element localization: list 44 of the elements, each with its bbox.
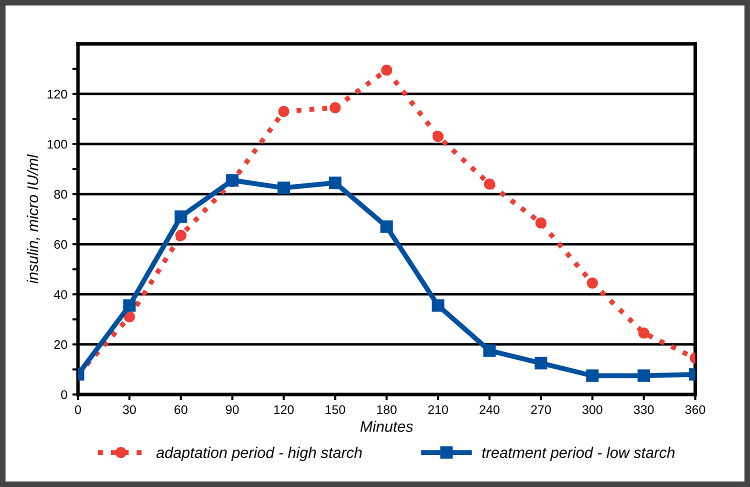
point (432, 130, 444, 142)
y-tick-label: 40 (54, 290, 68, 299)
point (586, 277, 598, 289)
x-tick-label: 180 (377, 405, 397, 414)
point (124, 311, 135, 322)
legend-label: treatment period - low starch (482, 446, 675, 462)
x-tick-label: 120 (274, 405, 294, 414)
y-tick-label: 60 (54, 240, 68, 249)
x-tick-label: 210 (428, 405, 448, 414)
y-tick-label: 20 (54, 340, 68, 350)
point (330, 102, 341, 114)
y-tick-label: 0 (61, 390, 68, 400)
point (380, 220, 393, 233)
x-axis-title: Minutes (360, 420, 414, 432)
point (483, 344, 496, 357)
x-tick-label: 240 (480, 405, 500, 414)
point (328, 176, 342, 190)
y-tick-label: 80 (54, 190, 68, 199)
point (278, 182, 290, 194)
x-tick-label: 90 (226, 405, 239, 414)
legend-label: adaptation period - high starch (156, 446, 362, 462)
y-axis-title: insulin, micro IU/ml (26, 154, 40, 284)
x-tick-label: 0 (75, 405, 81, 414)
x-tick-label: 360 (685, 405, 706, 414)
point (175, 230, 186, 241)
x-tick-label: 270 (531, 405, 551, 414)
y-tick-label: 120 (48, 90, 68, 99)
x-tick-label: 150 (326, 405, 346, 414)
point (638, 369, 650, 382)
point (484, 178, 496, 190)
point (174, 210, 188, 223)
point (534, 356, 548, 370)
x-tick-label: 300 (582, 405, 602, 414)
point (381, 64, 392, 76)
point (278, 106, 290, 118)
x-tick-label: 60 (174, 405, 188, 414)
x-tick-label: 30 (122, 405, 136, 414)
x-tick-label: 330 (634, 405, 654, 414)
point (535, 217, 546, 228)
y-tick-label: 100 (48, 140, 68, 149)
point (638, 328, 650, 339)
point (432, 299, 444, 312)
point (586, 369, 599, 382)
point (123, 299, 136, 312)
